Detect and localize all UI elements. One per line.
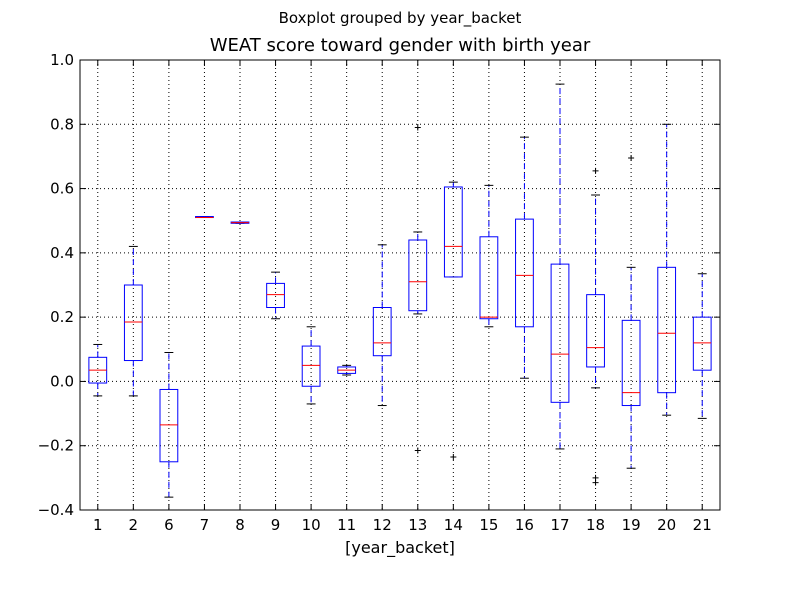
x-tick-label: 11 xyxy=(337,516,356,534)
box-18 xyxy=(586,294,605,368)
x-tick-label: 6 xyxy=(164,516,174,534)
chart-title: WEAT score toward gender with birth year xyxy=(209,35,591,56)
flier-point xyxy=(592,167,599,174)
x-tick-label: 15 xyxy=(479,516,498,534)
x-tick-label: 16 xyxy=(515,516,534,534)
box-2 xyxy=(123,284,143,362)
y-tick-label: 0.2 xyxy=(50,308,74,326)
x-tick-label: 18 xyxy=(586,516,605,534)
x-tick-label: 14 xyxy=(444,516,463,534)
box-16 xyxy=(515,218,534,328)
x-tick-label: 13 xyxy=(408,516,427,534)
x-tick-label: 21 xyxy=(693,516,712,534)
x-tick-label: 19 xyxy=(622,516,641,534)
x-tick-label: 1 xyxy=(93,516,103,534)
box-9 xyxy=(266,282,285,308)
y-tick-label: 0.6 xyxy=(50,180,74,198)
x-tick-label: 17 xyxy=(550,516,569,534)
y-tick-label: 1.0 xyxy=(50,51,74,69)
x-tick-label: 10 xyxy=(302,516,321,534)
flier-point xyxy=(592,474,599,481)
flier-point xyxy=(414,124,421,131)
figure-suptitle: Boxplot grouped by year_backet xyxy=(278,9,522,27)
x-axis-label: [year_backet] xyxy=(345,538,455,557)
x-tick-label: 8 xyxy=(235,516,245,534)
box-17 xyxy=(550,263,570,403)
x-tick-label: 12 xyxy=(373,516,392,534)
box-20 xyxy=(657,266,677,394)
flier-point xyxy=(628,155,635,162)
flier-point xyxy=(450,453,457,460)
y-tick-label: 0.8 xyxy=(50,115,74,133)
x-tick-label: 20 xyxy=(657,516,676,534)
y-tick-label: 0.4 xyxy=(50,244,74,262)
y-tick-label: 0.0 xyxy=(50,372,74,390)
x-tick-label: 9 xyxy=(271,516,281,534)
box-21 xyxy=(692,316,712,371)
y-tick-label: −0.4 xyxy=(38,501,74,519)
box-13 xyxy=(408,239,428,312)
plot-frame xyxy=(79,59,721,511)
flier-point xyxy=(414,447,421,454)
box-19 xyxy=(621,319,641,407)
box-14 xyxy=(443,186,463,278)
box-10 xyxy=(301,345,321,387)
box-12 xyxy=(372,307,392,357)
x-tick-label: 7 xyxy=(200,516,210,534)
box-6 xyxy=(159,388,179,463)
y-tick-label: −0.2 xyxy=(38,437,74,455)
box-15 xyxy=(479,236,499,320)
x-tick-label: 2 xyxy=(129,516,139,534)
